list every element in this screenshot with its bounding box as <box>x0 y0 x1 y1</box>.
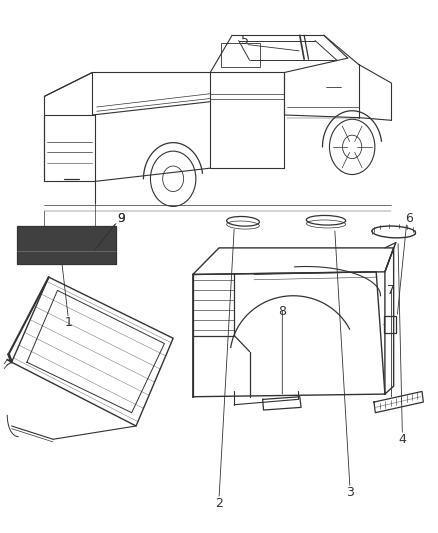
Text: 5: 5 <box>241 34 249 47</box>
Text: 8: 8 <box>278 305 286 318</box>
Text: 4: 4 <box>399 433 406 446</box>
Text: 9: 9 <box>117 212 125 225</box>
Text: 3: 3 <box>346 486 354 499</box>
Text: 6: 6 <box>405 212 413 225</box>
Text: 7: 7 <box>388 284 396 297</box>
Text: 2: 2 <box>215 497 223 510</box>
FancyBboxPatch shape <box>17 225 116 264</box>
Text: 9: 9 <box>117 212 125 225</box>
Text: 1: 1 <box>64 316 72 329</box>
